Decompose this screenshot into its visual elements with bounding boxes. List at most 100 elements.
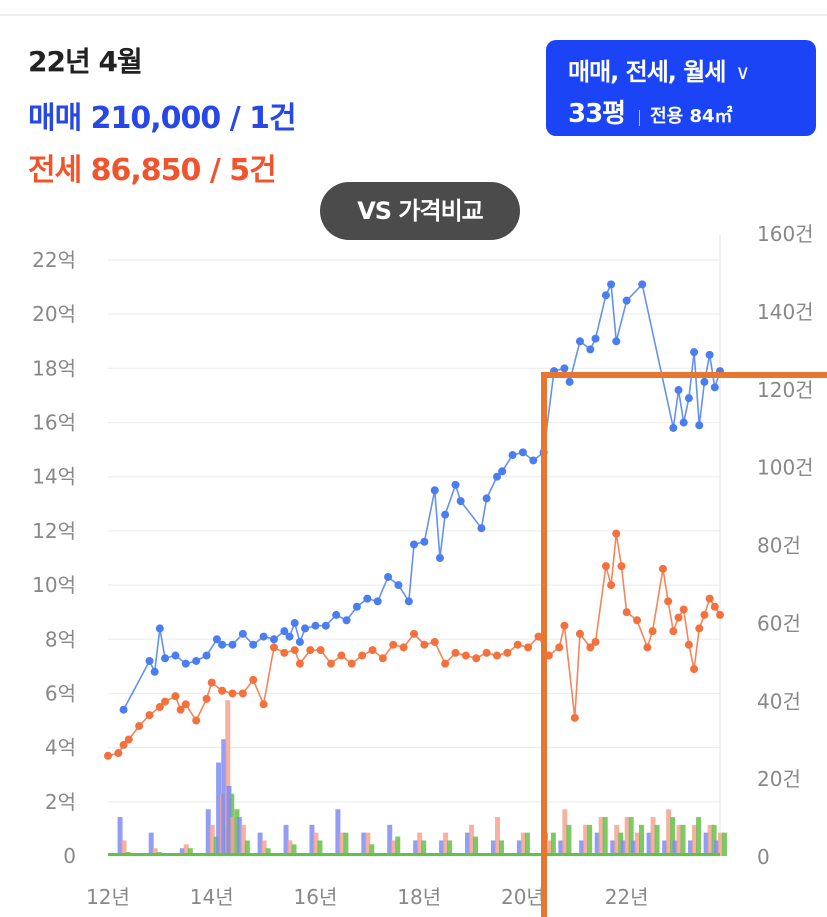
vs-price-compare-button[interactable]: VS 가격비교 — [320, 182, 520, 240]
volume-bar — [148, 832, 154, 856]
sale-price-point — [342, 616, 351, 625]
volume-bar — [676, 824, 682, 856]
jeonse-price-point — [135, 721, 144, 730]
jeonse-price-point — [700, 610, 709, 619]
jeonse-price-point — [399, 643, 408, 652]
jeonse-price-point — [181, 700, 190, 709]
x-tick-label: 18년 — [397, 885, 441, 909]
volume-bar — [443, 832, 449, 856]
volume-bar — [631, 840, 637, 856]
sale-price-point — [321, 621, 330, 630]
volume-baseline — [108, 853, 720, 856]
jeonse-price-point — [679, 605, 688, 614]
volume-bar — [688, 840, 694, 856]
volume-bar — [620, 840, 626, 856]
jeonse-price-point — [145, 711, 154, 720]
sale-price-point — [565, 377, 574, 386]
trade-type-dropdown[interactable]: 매매, 전세, 월세 ∨ 33평 전용 84㎡ — [546, 40, 816, 136]
jeonse-price-point — [591, 637, 600, 646]
volume-bar — [680, 824, 686, 856]
x-tick-label: 20년 — [501, 885, 545, 909]
volume-bar — [387, 824, 393, 856]
volume-bar — [587, 824, 593, 856]
y-right-tick-label: 20건 — [757, 767, 801, 791]
volume-bar — [498, 840, 504, 856]
sale-price-point — [202, 651, 211, 660]
jeonse-price-point — [161, 697, 170, 706]
sale-price-point — [394, 581, 403, 590]
sale-price-point — [612, 337, 621, 346]
volume-bar — [614, 824, 620, 856]
sale-price-point — [145, 656, 154, 665]
sale-price-point — [492, 472, 501, 481]
volume-bar — [550, 832, 556, 856]
jeonse-price-point — [534, 632, 543, 641]
y-right-tick-label: 100건 — [757, 456, 814, 480]
sale-price-point — [290, 619, 299, 628]
sale-price-point — [218, 640, 227, 649]
jeonse-price-point — [114, 749, 123, 758]
volume-bar — [546, 840, 552, 856]
sale-price-point — [352, 602, 361, 611]
jeonse-price-point — [295, 659, 304, 668]
jeonse-price-point — [601, 562, 610, 571]
volume-bar — [226, 785, 232, 856]
sale-price-point — [586, 345, 595, 354]
volume-bar — [646, 832, 652, 856]
sale-price-point — [430, 486, 439, 495]
area-separator — [639, 109, 641, 126]
volume-bar — [439, 840, 445, 856]
volume-bar — [628, 817, 634, 856]
volume-bar — [662, 840, 668, 856]
x-tick-label: 16년 — [294, 885, 338, 909]
volume-bar — [313, 832, 319, 856]
volume-bar — [666, 809, 672, 856]
jeonse-price-point — [690, 665, 699, 674]
volume-bar — [558, 840, 564, 856]
sale-price-point — [161, 654, 170, 663]
y-left-tick-label: 10억 — [32, 573, 76, 597]
y-right-tick-label: 40건 — [757, 689, 801, 713]
volume-bar — [230, 817, 236, 856]
y-left-tick-label: 16억 — [32, 411, 76, 435]
jeonse-price-point — [280, 648, 289, 657]
volume-bar — [265, 848, 271, 856]
jeonse-price-point — [202, 694, 211, 703]
sale-price-point — [690, 348, 699, 357]
sale-price-point — [638, 280, 647, 289]
jeonse-price-point — [389, 640, 398, 649]
jeonse-price-point — [347, 659, 356, 668]
volume-bar — [317, 840, 323, 856]
jeonse-price-point — [358, 651, 367, 660]
volume-bar — [413, 840, 419, 856]
volume-bar — [261, 840, 267, 856]
volume-bar — [335, 809, 341, 856]
sale-price-point — [710, 383, 719, 392]
jeonse-price-point — [513, 640, 522, 649]
jeonse-price-point — [633, 616, 642, 625]
jeonse-price-point — [648, 627, 657, 636]
y-left-tick-label: 0 — [63, 844, 76, 868]
volume-bar — [343, 832, 349, 856]
volume-bar — [257, 832, 263, 856]
jeonse-price-point — [249, 675, 258, 684]
sale-price-point — [119, 705, 128, 714]
sale-price-point — [508, 451, 517, 460]
volume-bar — [205, 809, 211, 856]
volume-bar — [179, 848, 185, 856]
sale-price-point — [518, 448, 527, 457]
y-right-tick-label: 80건 — [757, 534, 801, 558]
jeonse-price-point — [155, 703, 164, 711]
sale-price-point — [410, 540, 418, 549]
volume-bar — [244, 840, 250, 856]
volume-bar — [598, 817, 604, 856]
y-left-tick-label: 8억 — [45, 627, 76, 651]
sale-price-point — [311, 621, 320, 630]
volume-bar — [447, 840, 453, 856]
jeonse-price-point — [119, 740, 128, 749]
sale-price-point — [384, 572, 393, 581]
sale-price-point — [155, 624, 164, 633]
volume-bar — [309, 824, 315, 856]
jeonse-price-point — [316, 646, 325, 655]
jeonse-price-point — [586, 643, 595, 652]
